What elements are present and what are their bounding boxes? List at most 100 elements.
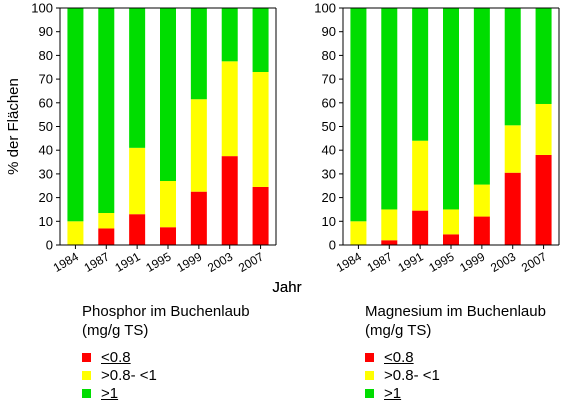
bar-mid-2003: [504, 125, 521, 173]
legend-entry-high: >1: [365, 384, 546, 402]
y-tick-label: 100: [31, 1, 53, 16]
legend-entry-label: >1: [101, 384, 119, 402]
bar-low-2007: [252, 186, 269, 245]
y-tick-label: 10: [322, 214, 336, 229]
y-tick-label: 50: [322, 119, 336, 134]
bar-high-1991: [129, 8, 146, 148]
bar-mid-1987: [381, 209, 398, 241]
legend-entry-label: >0.8- <1: [384, 366, 440, 384]
bar-high-1991: [412, 8, 429, 141]
y-tick-label: 100: [314, 1, 336, 16]
bar-high-1995: [443, 8, 459, 210]
y-tick-label: 30: [39, 166, 53, 181]
bar-mid-1999: [473, 184, 490, 217]
y-tick-label: 40: [39, 143, 53, 158]
bar-mid-1995: [443, 209, 459, 235]
legend-entry-mid: >0.8- <1: [82, 366, 250, 384]
x-tick-label: 2007: [236, 249, 266, 275]
bar-high-2007: [535, 8, 552, 104]
legend-swatch: [82, 370, 91, 380]
x-tick-label: 1991: [396, 249, 426, 275]
bar-low-1999: [473, 216, 490, 245]
bar-mid-1991: [412, 140, 429, 211]
legend-title-line-1: Magnesium im Buchenlaub: [365, 303, 546, 320]
y-tick-label: 70: [322, 72, 336, 87]
legend-entry-mid: >0.8- <1: [365, 366, 546, 384]
x-tick-label: 1991: [113, 249, 143, 275]
bar-high-2007: [252, 8, 269, 72]
x-tick-label: 2003: [205, 249, 235, 275]
bar-mid-2003: [221, 61, 238, 157]
bar-low-2003: [221, 156, 238, 245]
legend-entry-label: >1: [384, 384, 402, 402]
bar-high-1999: [473, 8, 490, 185]
legend-entries: <0.8 >0.8- <1 >1: [365, 348, 546, 402]
legend-entry-label: <0.8: [101, 348, 131, 366]
x-tick-label: 2003: [488, 249, 518, 275]
x-axis-label: Jahr: [272, 279, 301, 296]
bar-mid-2007: [535, 103, 552, 155]
x-axis-label: Jahr: [272, 279, 301, 296]
x-tick-label: 1995: [426, 249, 456, 275]
legend-entry-label: <0.8: [384, 348, 414, 366]
bar-mid-1995: [160, 181, 176, 228]
bar-high-1987: [381, 8, 398, 210]
x-tick-label: 1999: [174, 249, 204, 275]
bar-mid-1984: [67, 221, 84, 245]
legend-entry-low: <0.8: [365, 348, 546, 366]
legend-swatch: [82, 352, 91, 362]
bar-mid-2007: [252, 71, 269, 187]
bar-mid-1991: [129, 147, 146, 215]
legend-title-line-2: (mg/g TS): [82, 322, 149, 339]
legend-title-line-2: (mg/g TS): [365, 322, 432, 339]
x-tick-label: 1984: [51, 249, 81, 275]
legend-magnesium: Magnesium im Buchenlaub (mg/g TS) <0.8 >…: [365, 302, 546, 402]
y-tick-label: 60: [39, 95, 53, 110]
bar-high-1984: [350, 8, 367, 222]
bar-low-1991: [412, 210, 429, 245]
x-tick-label: 2007: [519, 249, 549, 275]
y-tick-label: 30: [322, 166, 336, 181]
bar-low-2007: [535, 154, 552, 245]
bar-mid-1984: [350, 221, 367, 245]
bar-low-1999: [190, 191, 207, 245]
legend-swatch: [365, 370, 374, 380]
legend-swatch: [82, 388, 91, 398]
y-tick-label: 0: [329, 238, 336, 253]
bar-mid-1987: [98, 213, 115, 229]
y-tick-label: 40: [322, 143, 336, 158]
bar-high-2003: [221, 8, 238, 62]
bar-high-1987: [98, 8, 115, 214]
y-tick-label: 90: [322, 24, 336, 39]
y-axis-label: % der Flächen: [5, 78, 22, 175]
legend-phosphor: Phosphor im Buchenlaub (mg/g TS) <0.8 >0…: [82, 302, 250, 402]
x-tick-label: 1984: [334, 249, 364, 275]
bar-mid-1999: [190, 99, 207, 192]
bar-low-2003: [504, 172, 521, 245]
legend-entry-high: >1: [82, 384, 250, 402]
y-tick-label: 80: [322, 48, 336, 63]
legend-entry-low: <0.8: [82, 348, 250, 366]
y-tick-label: 60: [322, 95, 336, 110]
y-tick-label: 50: [39, 119, 53, 134]
y-tick-label: 0: [46, 238, 53, 253]
bar-high-1999: [190, 8, 207, 100]
bar-high-1995: [160, 8, 176, 182]
chart-area: 1984 1987 1991 1995 1999 2003 2007010203040506…: [5, 1, 560, 296]
legend-swatch: [365, 352, 374, 362]
y-tick-label: 80: [39, 48, 53, 63]
x-tick-label: 1987: [82, 249, 112, 275]
y-tick-label: 20: [322, 190, 336, 205]
bar-high-1984: [67, 8, 84, 222]
y-tick-label: 20: [39, 190, 53, 205]
bar-low-1995: [160, 227, 176, 245]
y-tick-label: 70: [39, 72, 53, 87]
y-tick-label: 90: [39, 24, 53, 39]
x-tick-label: 1995: [143, 249, 173, 275]
legend-swatch: [365, 388, 374, 398]
bar-low-1987: [381, 240, 398, 245]
x-tick-label: 1987: [365, 249, 395, 275]
y-tick-label: 10: [39, 214, 53, 229]
legend-entries: <0.8 >0.8- <1 >1: [82, 348, 250, 402]
legend-entry-label: >0.8- <1: [101, 366, 157, 384]
